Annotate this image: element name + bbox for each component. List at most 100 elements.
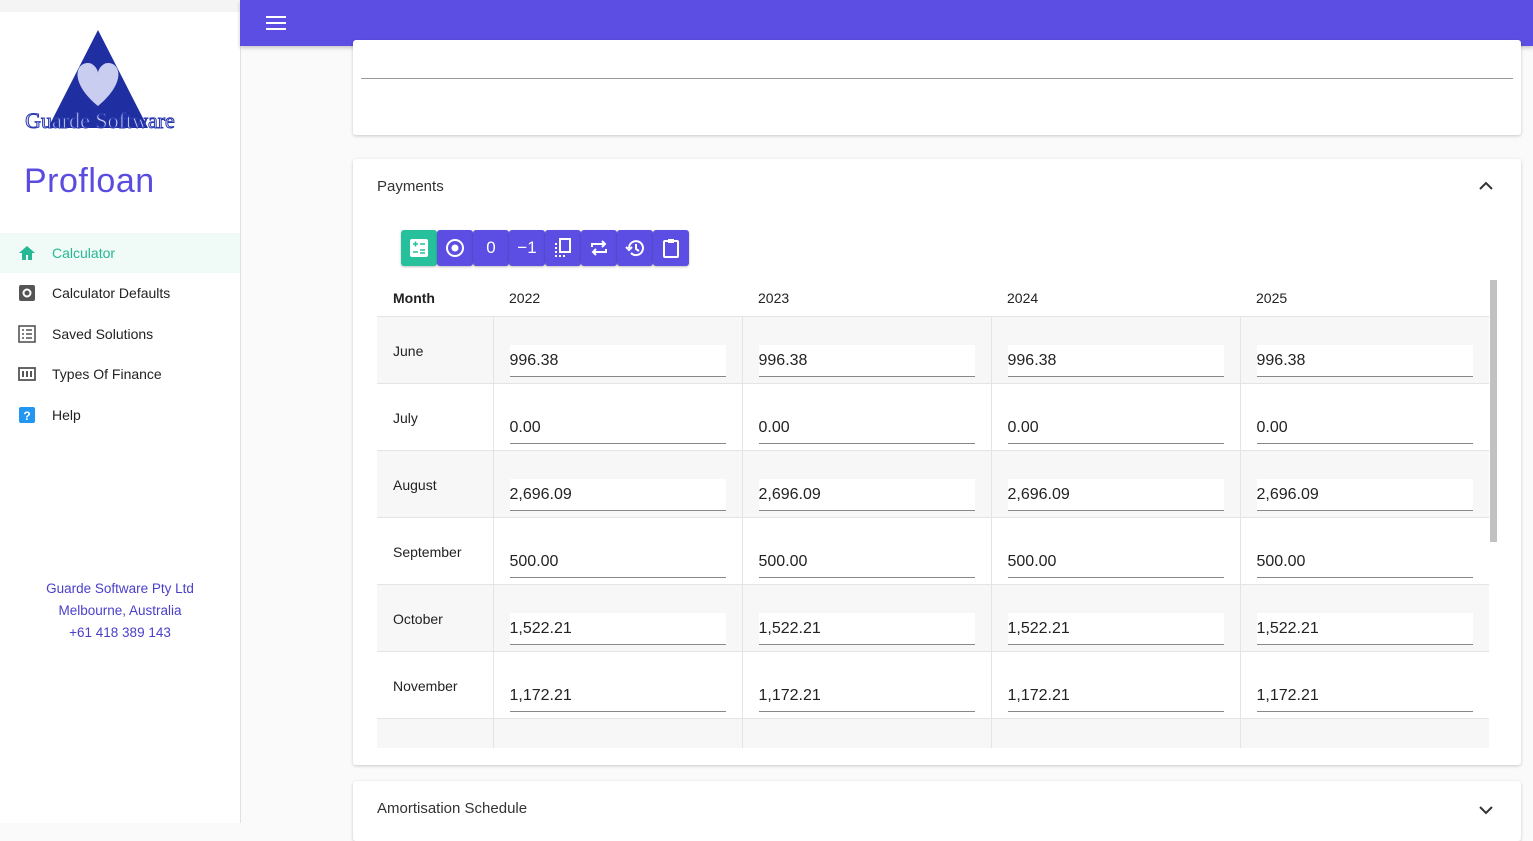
footer-line: Guarde Software Pty Ltd (46, 581, 194, 596)
payments-panel: Payments 0 −1 Month 2022 2023 2024 2025 June 9… (353, 159, 1521, 765)
payment-cell: 2,696.09 (741, 449, 991, 517)
table-scroll: Month 2022 2023 2024 2025 June 996.38 996.38 996… (377, 280, 1498, 748)
history-button[interactable] (617, 230, 653, 266)
payment-cell: 500.00 (1239, 516, 1489, 584)
month-cell: August (377, 449, 493, 517)
payment-cell (741, 717, 991, 748)
payment-input[interactable]: 2,696.09 (509, 478, 726, 511)
nav-label: Calculator Defaults (52, 285, 171, 301)
payment-input[interactable]: 0.00 (1256, 411, 1473, 444)
payment-cell (1239, 717, 1489, 748)
nav-label: Help (52, 407, 81, 423)
nav-item[interactable]: ? Help (0, 395, 240, 435)
payment-cell: 0.00 (1239, 382, 1489, 450)
nav-icon (19, 285, 35, 301)
target-button[interactable] (437, 230, 473, 266)
table-row: December (377, 717, 1489, 748)
payment-input[interactable]: 1,172.21 (1256, 679, 1473, 712)
payment-input[interactable]: 996.38 (1007, 344, 1224, 377)
collapse-icon[interactable] (1479, 181, 1493, 191)
nav-icon (18, 325, 36, 343)
payment-cell: 2,696.09 (1239, 449, 1489, 517)
amortisation-panel: Amortisation Schedule (353, 781, 1521, 841)
payment-input[interactable]: 500.00 (1007, 545, 1224, 578)
column-header: Month (393, 289, 435, 306)
nav-icon: ? (19, 407, 35, 423)
top-card (353, 40, 1521, 135)
menu-button[interactable] (266, 15, 286, 31)
payment-input[interactable]: 1,522.21 (1256, 612, 1473, 645)
panel-title[interactable]: Amortisation Schedule (377, 800, 528, 817)
payment-input[interactable]: 500.00 (758, 545, 975, 578)
column-header: 2025 (1256, 289, 1288, 306)
table-row: August 2,696.09 2,696.09 2,696.09 2,696.09 (377, 449, 1489, 517)
column-header: 2023 (758, 289, 790, 306)
panel-title[interactable]: Payments (377, 178, 444, 195)
payment-input[interactable]: 996.38 (509, 344, 726, 377)
payment-input[interactable]: 2,696.09 (1007, 478, 1224, 511)
app-name: Profloan (24, 162, 155, 200)
payments-table: Month 2022 2023 2024 2025 June 996.38 996.38 996… (377, 280, 1489, 748)
payment-input[interactable]: 0.00 (509, 411, 726, 444)
payment-cell: 0.00 (741, 382, 991, 450)
payment-input[interactable]: 1,522.21 (1007, 612, 1224, 645)
zero-button[interactable]: 0 (473, 230, 509, 266)
month-cell: October (377, 583, 493, 651)
copy-button[interactable] (545, 230, 581, 266)
nav-label: Types Of Finance (52, 366, 162, 382)
nav-item[interactable]: Calculator Defaults (0, 273, 240, 313)
payment-input[interactable]: 2,696.09 (1256, 478, 1473, 511)
table-row: June 996.38 996.38 996.38 996.38 (377, 315, 1489, 383)
column-header: 2022 (509, 289, 541, 306)
payment-cell: 500.00 (741, 516, 991, 584)
payment-cell: 1,522.21 (990, 583, 1240, 651)
payment-input[interactable]: 2,696.09 (758, 478, 975, 511)
payment-cell (492, 717, 742, 748)
payment-cell: 2,696.09 (492, 449, 742, 517)
payment-input[interactable]: 1,522.21 (509, 612, 726, 645)
nav-item[interactable]: Types Of Finance (0, 354, 240, 394)
payment-cell: 1,172.21 (1239, 650, 1489, 718)
repeat-button[interactable] (581, 230, 617, 266)
payment-cell (990, 717, 1240, 748)
nav-icon (19, 246, 35, 260)
payment-input[interactable]: 1,522.21 (758, 612, 975, 645)
nav-item[interactable]: Saved Solutions (0, 314, 240, 354)
payment-cell: 0.00 (492, 382, 742, 450)
payment-input[interactable]: 0.00 (758, 411, 975, 444)
payment-cell: 996.38 (492, 315, 742, 383)
payment-input[interactable]: 1,172.21 (758, 679, 975, 712)
payment-cell: 0.00 (990, 382, 1240, 450)
page: Profloan {"sidebar":{"logo_text":"Guarde… (0, 0, 1533, 823)
footer-line: +61 418 389 143 (69, 625, 171, 640)
nav-label: Saved Solutions (52, 326, 154, 342)
paste-button[interactable] (653, 230, 689, 266)
nav-item[interactable]: Calculator (0, 233, 240, 273)
calculate-button[interactable] (401, 230, 437, 266)
footer-line: Melbourne, Australia (58, 603, 182, 618)
expand-icon[interactable] (1479, 805, 1493, 815)
month-cell: December (377, 717, 493, 748)
minus-one-button[interactable]: −1 (509, 230, 545, 266)
nav-label: Calculator (52, 245, 116, 261)
payment-cell: 1,172.21 (741, 650, 991, 718)
divider (361, 78, 1513, 79)
top-bar (240, 0, 1533, 46)
payment-input[interactable]: 996.38 (1256, 344, 1473, 377)
scrollbar[interactable] (1490, 280, 1497, 542)
payment-input[interactable]: 1,172.21 (1007, 679, 1224, 712)
payment-cell: 996.38 (741, 315, 991, 383)
payment-input[interactable]: 1,172.21 (509, 679, 726, 712)
payment-input[interactable]: 500.00 (509, 545, 726, 578)
nav-icon (18, 367, 36, 381)
payment-cell: 1,522.21 (741, 583, 991, 651)
payment-cell: 1,522.21 (492, 583, 742, 651)
svg-text:?: ? (23, 409, 30, 423)
payment-cell: 996.38 (990, 315, 1240, 383)
payment-input[interactable]: 0.00 (1007, 411, 1224, 444)
logo: Guarde Software (25, 30, 175, 134)
payment-input[interactable]: 500.00 (1256, 545, 1473, 578)
payment-input[interactable]: 996.38 (758, 344, 975, 377)
month-cell: June (377, 315, 493, 383)
header-row: Month 2022 2023 2024 2025 (377, 280, 1489, 316)
